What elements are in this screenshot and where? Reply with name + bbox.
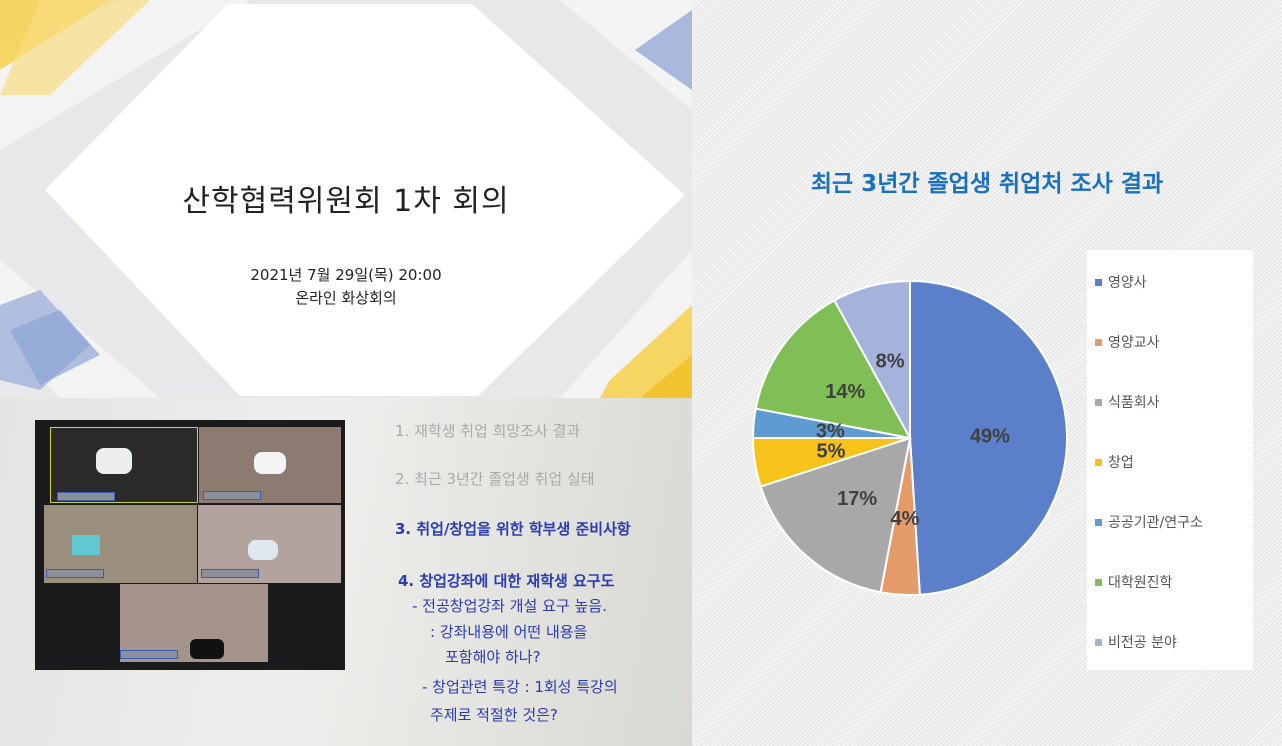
pie-slice-2	[759, 436, 912, 594]
data-label: 3%	[816, 420, 845, 442]
slide-background-shapes	[0, 0, 692, 398]
agenda-item: : 강좌내용에 어떤 내용을	[430, 623, 588, 641]
chart-panel: 최근 3년간 졸업생 취업처 조사 결과 49% 4% 17% 5% 3% 14% 8% 영…	[692, 0, 1282, 746]
legend-label: 영양교사	[1108, 335, 1160, 351]
legend-label: 식품회사	[1108, 395, 1160, 411]
agenda-item: - 전공창업강좌 개설 요구 높음.	[412, 597, 607, 615]
legend-item: 창업	[1095, 452, 1134, 472]
pie-slice-5	[754, 299, 912, 440]
legend-swatch	[1095, 458, 1102, 466]
video-call-grid	[35, 420, 345, 670]
meeting-title-slide: 산학협력위원회 1차 회의 2021년 7월 29일(목) 20:00 온라인 …	[0, 0, 692, 398]
agenda-item: - 창업관련 특강 : 1회성 특강의	[422, 678, 618, 696]
participant-video	[199, 427, 341, 503]
legend-label: 영양사	[1108, 275, 1147, 291]
data-label: 4%	[891, 508, 920, 530]
legend-swatch	[1095, 578, 1102, 586]
pie-slice-0	[909, 279, 1068, 596]
participant-video	[50, 427, 198, 503]
legend-item: 비전공 분야	[1095, 632, 1177, 652]
legend-item: 영양사	[1095, 272, 1147, 292]
legend-label: 창업	[1108, 455, 1134, 471]
participant-video	[198, 505, 341, 583]
legend-item: 영양교사	[1095, 332, 1160, 352]
agenda-item: 3. 취업/창업을 위한 학부생 준비사항	[395, 520, 631, 538]
agenda-item: 2. 최근 3년간 졸업생 취업 실태	[395, 470, 595, 488]
participant-video	[44, 505, 197, 583]
agenda-item: 포함해야 하나?	[445, 648, 541, 666]
legend-item: 식품회사	[1095, 392, 1160, 412]
agenda-item: 주제로 적절한 것은?	[430, 706, 558, 724]
data-label: 14%	[825, 381, 865, 403]
data-label: 49%	[970, 425, 1010, 447]
slide-date: 2021년 7월 29일(목) 20:00	[250, 266, 442, 284]
legend-swatch	[1095, 638, 1102, 646]
slide-title: 산학협력위원회 1차 회의	[182, 184, 510, 219]
legend-swatch	[1095, 518, 1102, 526]
data-label: 8%	[876, 351, 905, 373]
slide-location: 온라인 화상회의	[295, 289, 397, 307]
pie-slice-6	[833, 279, 911, 439]
agenda-item: 4. 창업강좌에 대한 재학생 요구도	[398, 572, 615, 590]
data-label: 17%	[837, 488, 877, 510]
legend-swatch	[1095, 338, 1102, 346]
chart-title: 최근 3년간 졸업생 취업처 조사 결과	[810, 171, 1164, 197]
legend-item: 공공기관/연구소	[1095, 512, 1203, 532]
data-label: 5%	[817, 441, 846, 463]
legend-item: 대학원진학	[1095, 572, 1172, 592]
pie-chart: 49% 4% 17% 5%3% 14% 8%	[751, 279, 1068, 596]
video-call-photo: 1. 재학생 취업 희망조사 결과 2. 최근 3년간 졸업생 취업 실태 3.…	[0, 398, 692, 746]
legend-label: 비전공 분야	[1108, 635, 1177, 651]
legend-swatch	[1095, 398, 1102, 406]
legend-label: 공공기관/연구소	[1108, 515, 1203, 531]
legend-label: 대학원진학	[1108, 575, 1173, 591]
participant-video	[120, 584, 268, 662]
legend-swatch	[1095, 278, 1102, 286]
agenda-item: 1. 재학생 취업 희망조사 결과	[395, 422, 581, 440]
